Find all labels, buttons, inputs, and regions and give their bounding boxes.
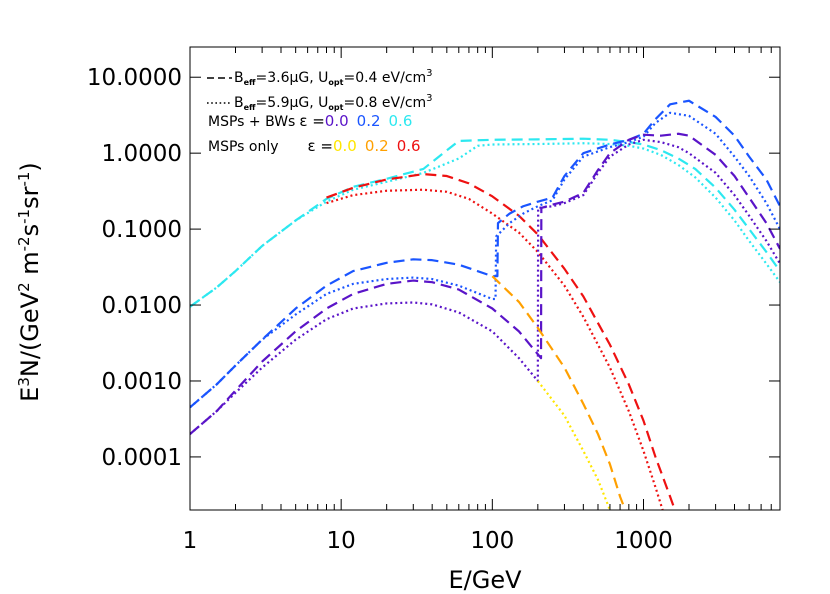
legend: Beff=3.6μG, Uopt=0.4 eV/cm3 Beff=5.9μG, … [207,68,433,155]
legend-entry-3: MSPs + BWs ε =0.0 0.2 0.6 [208,112,412,130]
y-tick-label: 0.1000 [102,217,182,243]
legend-entry-1: Beff=3.6μG, Uopt=0.4 eV/cm3 [234,68,433,87]
series-layer [190,99,780,510]
series-line-blue-dot [190,111,780,409]
y-tick-label: 0.0001 [102,445,182,471]
series-line-red-dash [326,173,677,510]
y-tick-label: 0.0100 [102,293,182,319]
series-line-cyan-dash [190,137,780,308]
y-axis-title: E3N/(GeV2 m-2s-1sr-1) [15,162,44,402]
x-tick-label: 1 [183,528,198,554]
series-line-yellow-dot [536,380,612,510]
y-tick-label: 1.0000 [102,141,182,167]
series-line-blue-dash [190,99,780,409]
legend-entry-4: MSPs only ε =0.0 0.2 0.6 [208,137,421,155]
x-axis-title: E/GeV [448,566,522,594]
y-tick-label: 10.0000 [87,65,182,91]
series-line-purple-dot [190,138,780,435]
series-line-orange-dash [491,275,627,510]
x-tick-label: 1000 [614,528,673,554]
series-line-cyan-dot [190,142,780,308]
x-tick-label: 10 [327,528,356,554]
series-line-purple-dash [190,132,780,435]
x-tick-label: 100 [470,528,514,554]
legend-entry-2: Beff=5.9μG, Uopt=0.8 eV/cm3 [234,93,433,112]
tick-layer: 1 10 100 1000 0.0001 0.0010 0.0100 0.1000 1.0000… [87,47,781,554]
y-tick-label: 0.0010 [102,369,182,395]
